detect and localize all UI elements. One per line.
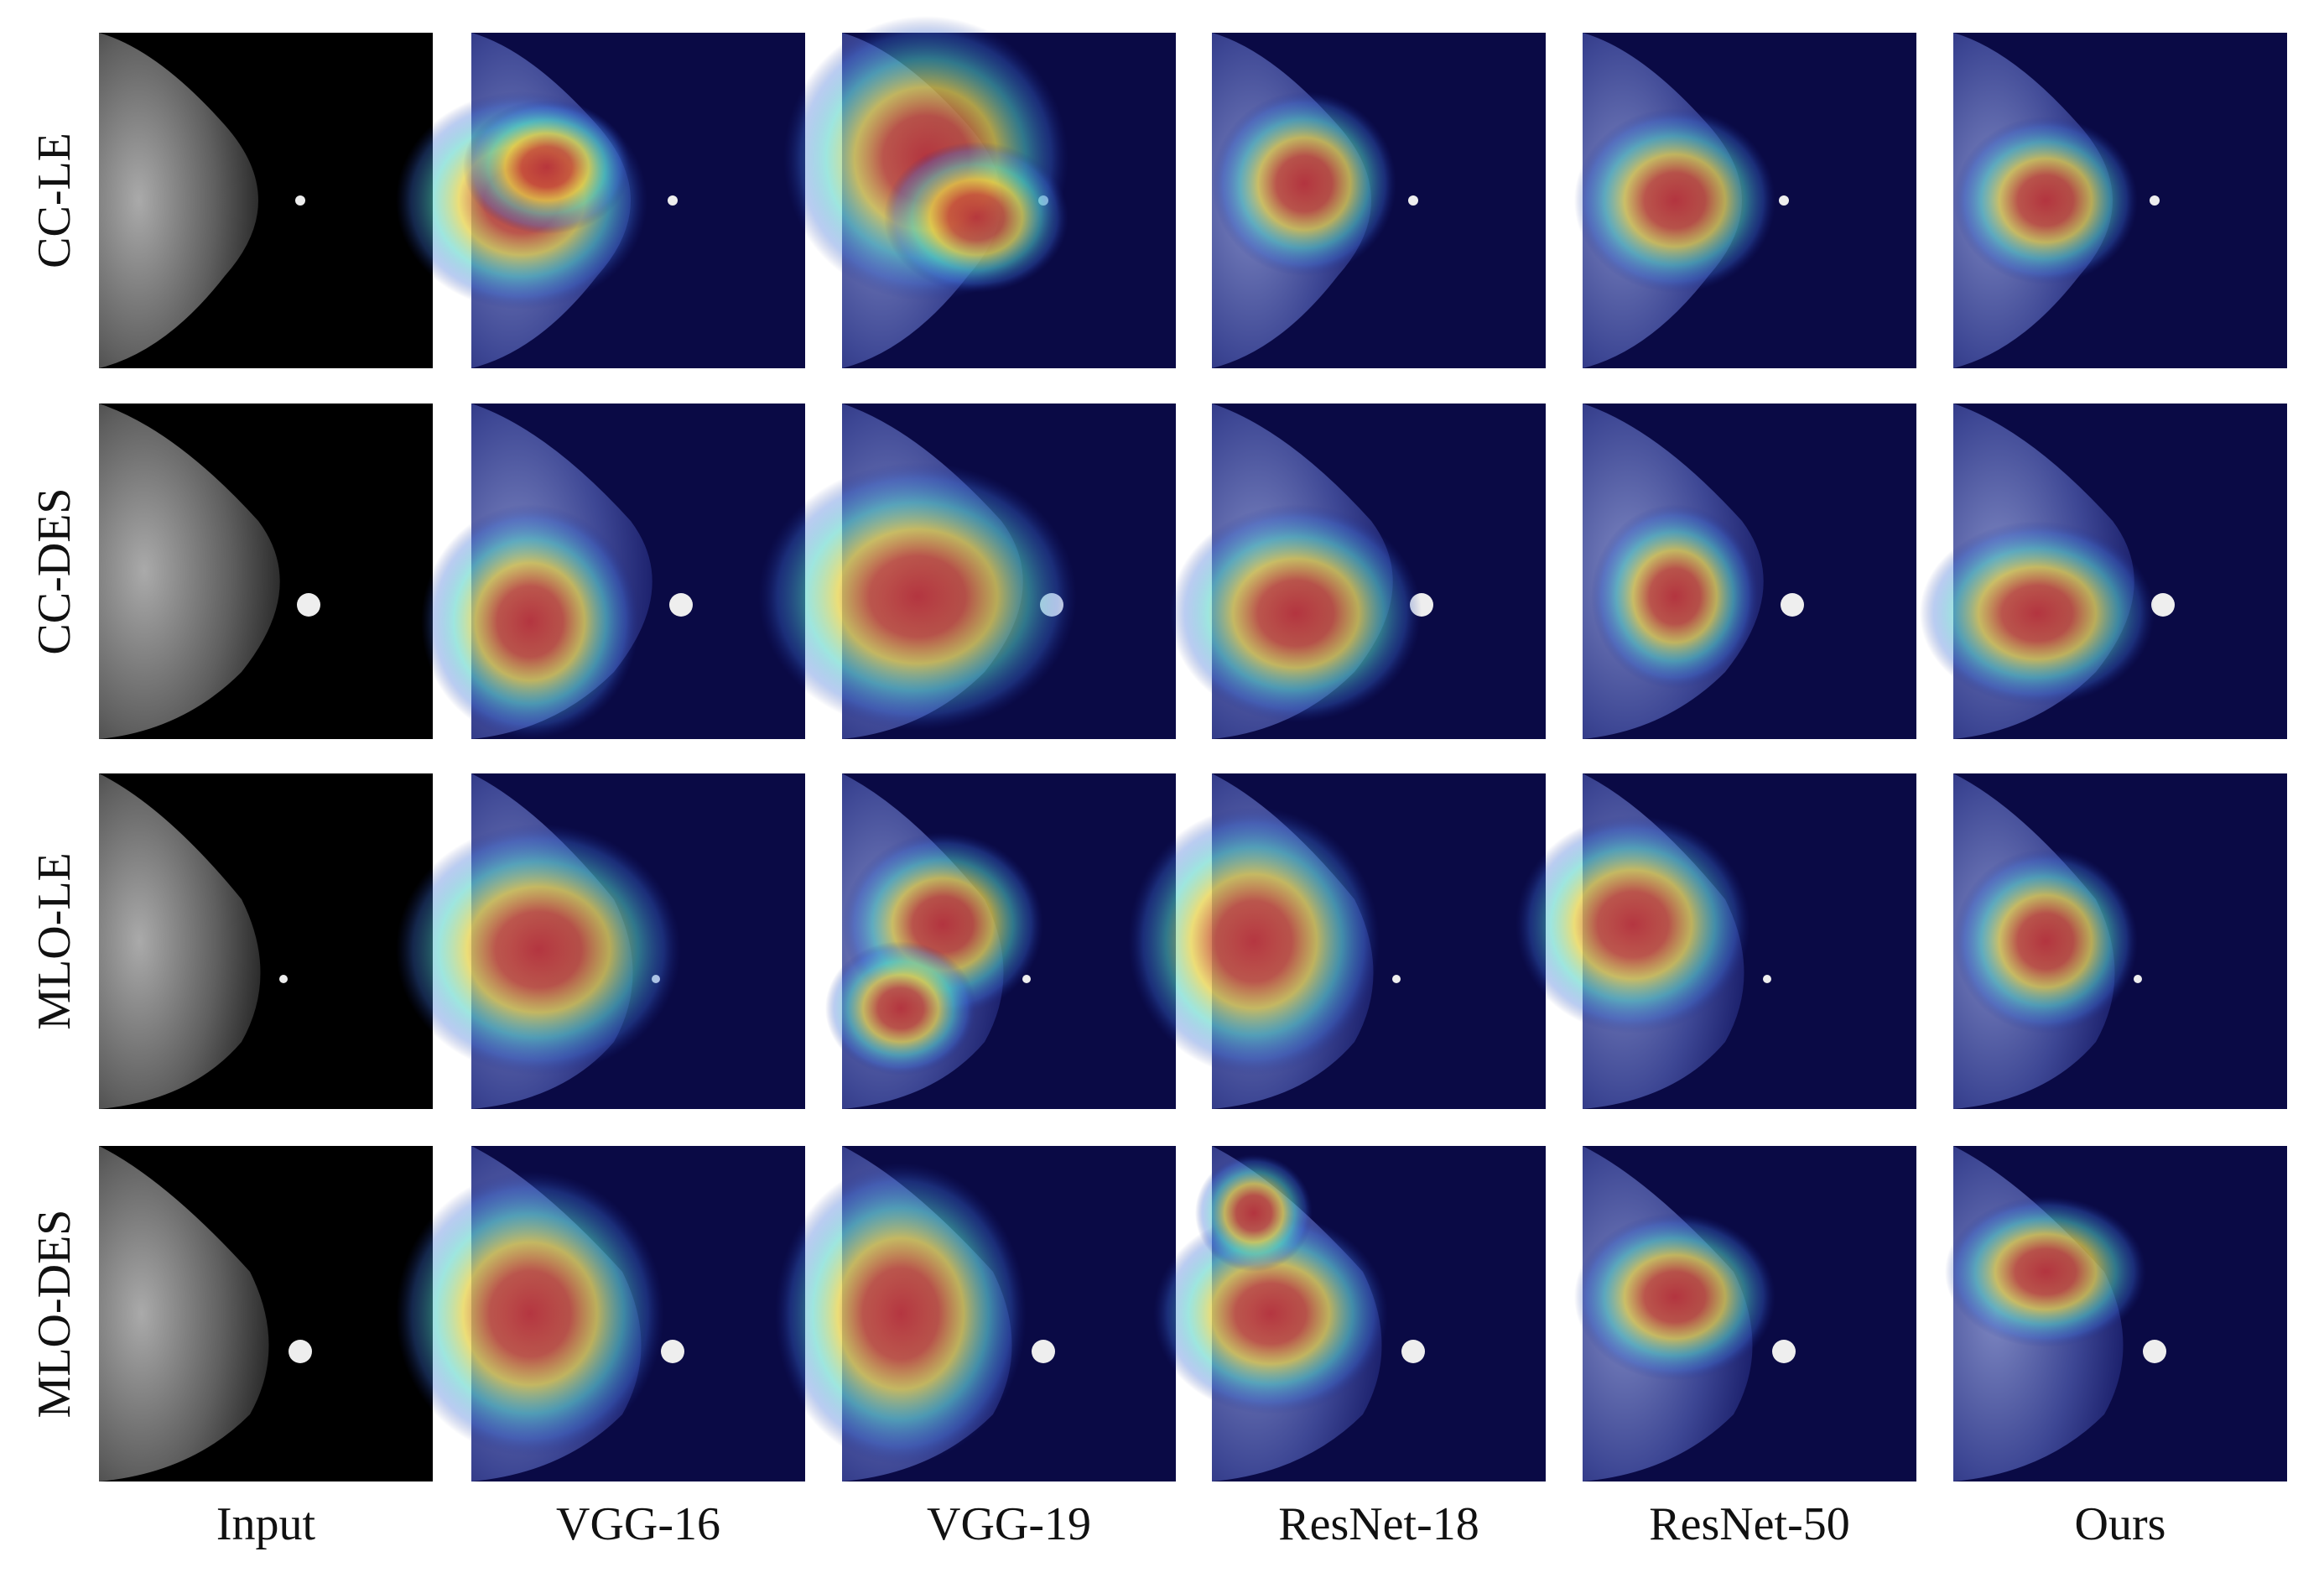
image-panel [99,773,433,1109]
image-panel [1574,33,1916,368]
column-label: VGG-19 [927,1498,1091,1550]
nipple-marker [668,195,678,206]
heatmap-blob [1212,91,1396,276]
image-panel [396,33,805,368]
image-panel [396,1146,805,1481]
heatmap-blob [1153,1213,1388,1414]
nipple-marker [1401,1340,1425,1363]
image-panel [825,773,1176,1109]
heatmap-blob [775,1163,1027,1465]
heatmap-blob [1195,1154,1313,1272]
heatmap-blob [825,941,976,1075]
nipple-marker [2151,593,2175,617]
heatmap-blob [1591,504,1759,689]
heatmap-blob [421,504,639,739]
heatmap-blob [1953,117,2138,284]
image-panel [1574,1146,1916,1481]
column-label: ResNet-50 [1649,1498,1850,1550]
image-panel [783,16,1176,368]
image-panel [1953,33,2287,368]
column-label: ResNet-18 [1278,1498,1479,1550]
nipple-marker [289,1340,312,1363]
column-label: VGG-16 [556,1498,720,1550]
nipple-marker [1763,975,1771,983]
image-panel [99,404,433,739]
image-panel [1153,1146,1546,1481]
nipple-marker [2150,195,2160,206]
heatmap-blob [1920,521,2155,706]
heatmap-blob [1953,849,2138,1034]
nipple-marker [295,195,305,206]
row-label: CC-LE [29,133,81,268]
heatmap-blob [884,142,1068,293]
panel-grid [99,16,2287,1481]
heatmap-blob [1516,815,1750,1034]
nipple-marker [1392,975,1401,983]
image-panel [1953,773,2287,1109]
heatmap-blob [463,100,631,234]
nipple-marker [297,593,320,617]
heatmap-blob [1128,807,1380,1075]
heatmap-blob [1574,1213,1775,1381]
nipple-marker [1772,1340,1796,1363]
image-panel [1170,404,1546,739]
nipple-marker [2143,1340,2166,1363]
image-panel [99,1146,433,1481]
image-panel [99,33,433,368]
breast-tissue [99,773,261,1109]
image-panel [396,773,805,1109]
nipple-marker [279,975,288,983]
heatmap-blob [396,824,681,1075]
nipple-marker [2134,975,2142,983]
image-panel [1516,773,1916,1109]
image-panel [1945,1146,2287,1481]
nipple-marker [669,593,693,617]
image-panel [775,1146,1176,1481]
column-label: Ours [2075,1498,2166,1550]
nipple-marker [1781,593,1804,617]
image-panel [1128,773,1546,1109]
heatmap-blob [758,462,1077,731]
nipple-marker [1779,195,1789,206]
breast-tissue [99,404,280,739]
heatmap-blob [1945,1196,2146,1347]
image-panel [1920,404,2287,739]
image-panel [1583,404,1916,739]
breast-tissue [99,1146,269,1481]
row-label: CC-DES [29,487,81,654]
image-panel [1212,33,1546,368]
nipple-marker [661,1340,684,1363]
row-label: MLO-DES [29,1210,81,1419]
breast-tissue [99,33,258,368]
labels: CC-LE CC-DES MLO-LE MLO-DES Input VGG-16 VGG-1… [29,133,2166,1550]
column-label: Input [216,1498,316,1550]
nipple-marker [1408,195,1418,206]
heatmap-blob [396,1171,664,1456]
heatmap-blob [1170,504,1422,722]
heatmap-blob [1574,108,1775,293]
image-panel [758,404,1176,739]
image-panel [421,404,805,739]
row-label: MLO-LE [29,852,81,1030]
nipple-marker [1032,1340,1055,1363]
